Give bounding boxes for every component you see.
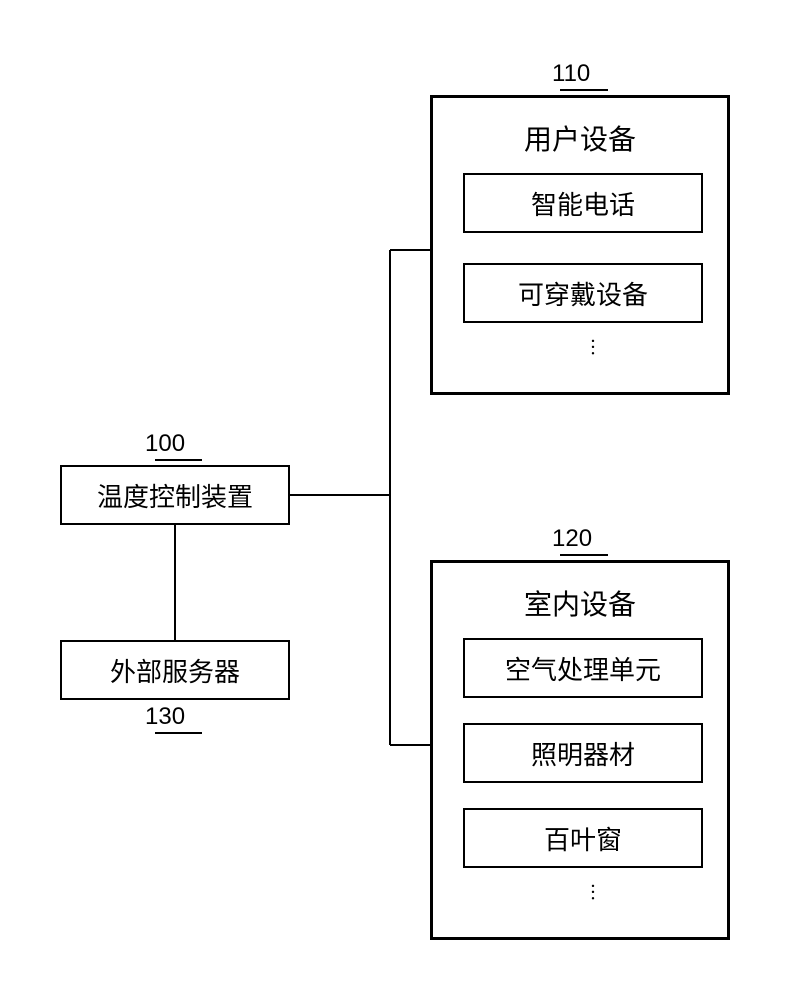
node-external-server: 外部服务器 [60, 640, 290, 700]
node-wearable-label: 可穿戴设备 [518, 275, 648, 312]
node-blinds: 百叶窗 [463, 808, 703, 868]
node-smartphone: 智能电话 [463, 173, 703, 233]
ref-num-120: 120 [552, 525, 592, 553]
node-lighting-label: 照明器材 [531, 735, 635, 772]
node-external-server-label: 外部服务器 [110, 652, 240, 689]
node-blinds-label: 百叶窗 [544, 820, 622, 857]
node-temp-control-label: 温度控制装置 [97, 477, 253, 514]
node-wearable: 可穿戴设备 [463, 263, 703, 323]
container-indoor-equipment: 室内设备 空气处理单元 照明器材 百叶窗 ︙ [430, 560, 730, 940]
container-user-equipment: 用户设备 智能电话 可穿戴设备 ︙ [430, 95, 730, 395]
node-air-handling-label: 空气处理单元 [505, 650, 661, 687]
node-smartphone-label: 智能电话 [531, 185, 635, 222]
ref-num-130: 130 [145, 703, 185, 731]
node-temp-control: 温度控制装置 [60, 465, 290, 525]
ref-num-100: 100 [145, 430, 185, 458]
ellipsis-icon: ︙ [579, 883, 605, 903]
node-lighting: 照明器材 [463, 723, 703, 783]
container-indoor-equipment-title: 室内设备 [433, 583, 727, 623]
container-user-equipment-title: 用户设备 [433, 118, 727, 158]
ref-num-110: 110 [552, 60, 590, 88]
ellipsis-icon: ︙ [579, 338, 605, 358]
node-air-handling: 空气处理单元 [463, 638, 703, 698]
